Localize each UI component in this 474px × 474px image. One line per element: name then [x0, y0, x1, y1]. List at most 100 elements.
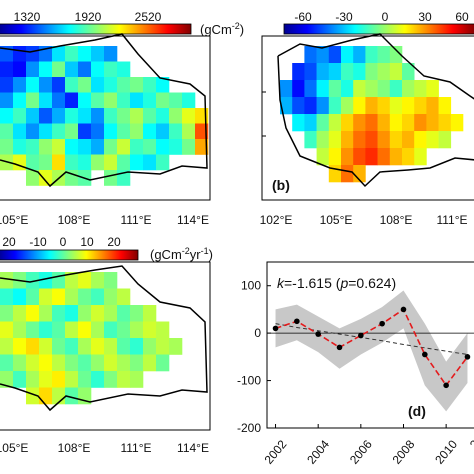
panel-c-xtick: 114°E — [177, 441, 209, 455]
panel-c-cell — [91, 288, 105, 306]
panel-c-cell — [52, 354, 66, 372]
panel-a-cell — [156, 154, 170, 171]
panel-b-colorbar — [283, 23, 474, 35]
panel-a-cell — [156, 92, 170, 109]
panel-b-cell — [292, 97, 305, 115]
panel-a-cell — [169, 92, 183, 109]
panel-c-cell — [0, 288, 14, 306]
panel-a-cell — [143, 92, 157, 109]
panel-a-cell — [52, 108, 66, 124]
panel-a-cell — [26, 170, 40, 186]
panel-c-cell — [104, 338, 118, 355]
panel-b-cell — [389, 114, 403, 132]
panel-a-cell — [39, 61, 53, 78]
panel-b-cell — [353, 80, 366, 98]
panel-b-cell — [377, 80, 391, 98]
panel-a-cell — [39, 139, 53, 155]
panel-a-cell — [156, 77, 170, 93]
series-line — [275, 308, 469, 387]
panel-a-cell — [91, 108, 105, 124]
panel-b-cell — [438, 97, 452, 115]
panel-b-cell — [341, 114, 354, 132]
panel-c-cell — [65, 305, 79, 322]
panel-a-cell — [117, 77, 131, 93]
panel-c-cbar-tick: -10 — [29, 235, 47, 249]
panel-b-cbar-tick: 0 — [382, 10, 389, 24]
panel-a-cell — [39, 154, 53, 171]
panel-b-cell — [353, 131, 366, 149]
panel-a-cell — [130, 92, 144, 109]
panel-a-cell — [78, 77, 92, 93]
panel-a-cell — [143, 154, 157, 171]
panel-b-cell — [316, 63, 330, 81]
y-tick-label: 0 — [254, 326, 261, 340]
panel-a-cell — [117, 92, 131, 109]
x-tick-label: 2 — [467, 437, 474, 451]
panel-b-cell — [438, 131, 452, 149]
panel-c-cell — [39, 371, 53, 388]
panel-d-frame — [266, 261, 474, 429]
panel-c-cell — [130, 371, 144, 388]
panel-a-cell — [26, 46, 40, 62]
y-tick-label: -200 — [237, 421, 261, 435]
panel-c-cell — [78, 371, 92, 388]
panel-c-frame — [0, 261, 211, 431]
panel-a-cell — [104, 61, 118, 78]
panel-c: 20 -10 0 10 20 (gCm-2yr-1) 105°E 108°E 1… — [0, 235, 213, 455]
panel-a-cell — [52, 92, 66, 109]
panel-a-cell — [117, 139, 131, 155]
panel-a-cell — [65, 92, 79, 109]
panel-a-cbar-tick: 2520 — [135, 10, 162, 24]
panel-b-cell — [377, 46, 391, 64]
panel-b-cell — [328, 63, 342, 81]
panel-c-cell — [0, 354, 14, 372]
panel-c-cell — [39, 321, 53, 339]
panel-b-cell — [353, 46, 366, 64]
data-point — [443, 382, 449, 389]
panel-a-cell — [13, 92, 27, 109]
panel-b-cell — [450, 114, 464, 132]
panel-a-cell — [13, 61, 27, 78]
panel-c-cell — [169, 338, 183, 355]
panel-a-boundary — [0, 33, 208, 188]
panel-b-xtick: 108°E — [380, 213, 413, 227]
panel-b-cell — [304, 63, 317, 81]
panel-d-annotation: k=-1.615 (p=0.624) — [277, 275, 396, 291]
panel-c-cells — [0, 272, 183, 405]
panel-c-cell — [65, 272, 79, 289]
data-point — [358, 332, 364, 339]
panel-a-cbar-tick: 1320 — [14, 10, 41, 24]
panel-c-cell — [52, 305, 66, 322]
trend-line — [275, 323, 468, 355]
panel-b-label: (b) — [272, 177, 290, 193]
panel-c-cell — [39, 305, 53, 322]
panel-a-unit: (gCm-2) — [200, 21, 244, 37]
panel-a-cell — [104, 46, 118, 62]
panel-b-cbar-tick: -60 — [294, 10, 312, 24]
panel-b-cell — [377, 63, 391, 81]
panel-a-cell — [143, 123, 157, 140]
panel-c-cell — [52, 371, 66, 388]
panel-b-cell — [365, 148, 378, 166]
data-point — [336, 344, 343, 351]
panel-c-cell — [13, 338, 27, 355]
panel-c-cell — [78, 288, 92, 306]
panel-b-cell — [341, 165, 354, 183]
panel-a-cell — [13, 123, 27, 140]
panel-a-cell — [52, 46, 66, 62]
panel-c-cell — [26, 305, 40, 322]
panel-c-colorbar — [0, 249, 139, 261]
panel-c-cell — [65, 338, 79, 355]
panel-a-cell — [117, 108, 131, 124]
panel-c-cell — [39, 288, 53, 306]
panel-c-cell — [0, 371, 14, 388]
panel-b-boundary — [277, 33, 474, 188]
panel-c-cell — [26, 321, 40, 339]
panel-b-cell — [292, 114, 305, 132]
panel-b-cell — [341, 97, 354, 115]
panel-b-xtick: 111°E — [436, 213, 467, 227]
panel-a-cell — [78, 92, 92, 109]
panel-a-cell — [182, 108, 196, 124]
